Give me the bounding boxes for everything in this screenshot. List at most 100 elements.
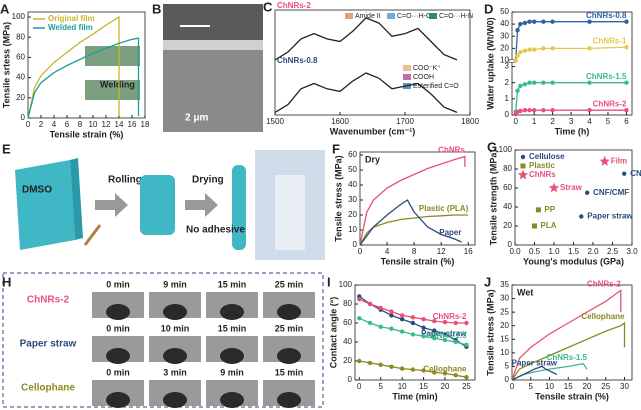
marker (442, 337, 448, 343)
plot-frame (274, 9, 471, 116)
x-tick-label: 5 (606, 117, 611, 126)
x-tick-label: 20 (441, 382, 450, 391)
marker (432, 318, 437, 324)
point-label: CNF/CMF (593, 188, 629, 197)
point-label: Paper straw (587, 212, 633, 221)
marker (453, 373, 458, 378)
series-label: ChNRs-0.8 (586, 11, 627, 20)
sem-interface (163, 40, 263, 50)
y-tick-label: 15 (500, 334, 509, 343)
marker (389, 309, 394, 314)
marker (464, 342, 469, 348)
annotation: Wet (517, 287, 533, 297)
plot-frame (359, 151, 476, 246)
droplet (106, 304, 130, 320)
droplet (220, 348, 244, 364)
x-tick-label: 1700 (396, 117, 414, 126)
y-tick-label: 0 (505, 110, 510, 119)
x-tick-label: 2.5 (607, 247, 619, 256)
marker (587, 19, 592, 24)
marker (624, 44, 629, 50)
sem-image-top (163, 4, 263, 44)
x-tick-label: 1800 (461, 117, 479, 126)
legend-label: Cellulose (529, 152, 565, 161)
y-tick-label: 0 (508, 240, 513, 249)
y-tick-label: 40 (348, 180, 357, 189)
marker (518, 21, 523, 27)
droplet (106, 348, 130, 364)
marker (518, 83, 523, 89)
series-label: Plastic (PLA) (419, 204, 469, 213)
x-tick-label: 10 (545, 382, 554, 391)
y-tick-label: 2 (505, 78, 510, 87)
time-label: 15 min (218, 279, 247, 289)
marker (421, 334, 426, 339)
x-tick-label: 1.5 (568, 247, 580, 256)
time-label: 10 min (161, 323, 190, 333)
droplet (277, 392, 301, 408)
y-tick-label: 0 (353, 240, 358, 249)
marker (378, 324, 383, 329)
y-tick-label: 1 (505, 94, 510, 103)
panel-label: A (0, 1, 10, 16)
x-tick-label: 14 (115, 120, 124, 129)
row-label: Cellophane (21, 383, 75, 394)
series-line (274, 17, 458, 61)
x-tick-label: 6 (624, 117, 629, 126)
droplet (220, 304, 244, 320)
marker (624, 80, 629, 85)
series-line (359, 214, 469, 246)
point-label: PP (544, 205, 555, 214)
droplet (220, 392, 244, 408)
x-axis-label: Tensile strain (%) (50, 129, 124, 139)
y-tick-label: 0 (348, 375, 353, 384)
marker (531, 19, 537, 24)
x-tick-label: 5 (378, 382, 383, 391)
y-tick-label: 50 (348, 165, 357, 174)
time-label: 0 min (106, 279, 130, 289)
marker (518, 108, 523, 114)
y-axis-label: Contact angle (°) (328, 297, 338, 369)
marker (513, 58, 518, 63)
time-label: 25 min (275, 323, 304, 333)
droplet (163, 392, 187, 408)
marker (515, 27, 520, 33)
panel-label: H (2, 274, 11, 289)
x-tick-label: 12 (102, 120, 111, 129)
y-tick-label: 20 (348, 210, 357, 219)
marker (453, 339, 458, 345)
legend-label: COOH (413, 74, 434, 81)
x-tick-label: 30 (620, 382, 629, 391)
time-label: 3 min (163, 367, 187, 377)
marker (548, 182, 560, 193)
y-tick-label: 60 (16, 53, 25, 62)
y-tick-label: 50 (500, 7, 509, 16)
legend-swatch (345, 13, 353, 19)
marker (378, 305, 383, 310)
legend-label: Plastic (529, 161, 555, 170)
series-line (515, 82, 627, 112)
y-tick-label: 20 (503, 221, 512, 230)
arrow (95, 193, 128, 217)
marker (520, 154, 526, 160)
marker (432, 370, 437, 375)
point-label: Straw (560, 183, 583, 192)
legend-label: ChNRs (529, 170, 556, 179)
marker (624, 19, 629, 24)
legend-swatch (429, 13, 437, 19)
y-axis-label: Tensile strength (MPa) (488, 150, 498, 246)
panel-label: G (487, 139, 497, 154)
series-label: ChNRs-2 (587, 280, 621, 289)
droplet (163, 348, 187, 364)
legend-label: Esterified C=O (413, 83, 459, 90)
marker (531, 80, 537, 85)
marker (541, 19, 546, 24)
marker (522, 20, 528, 26)
inset-photo (85, 80, 140, 100)
x-axis-label: Tensile strain (%) (381, 256, 455, 266)
marker (357, 358, 362, 364)
y-tick-label: 80 (16, 32, 25, 41)
marker (399, 366, 405, 371)
series-line (511, 289, 622, 381)
x-tick-label: 16 (464, 247, 473, 256)
